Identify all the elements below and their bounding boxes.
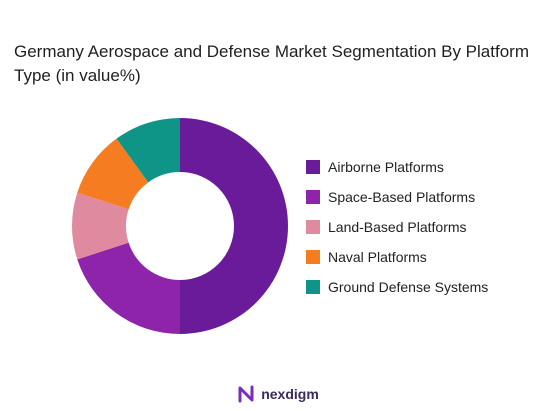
slice-land-based — [72, 192, 129, 260]
legend-swatch-ground-defense — [306, 280, 320, 294]
legend-swatch-airborne — [306, 160, 320, 174]
legend-label-naval: Naval Platforms — [328, 249, 427, 265]
chart-legend: Airborne Platforms Space-Based Platforms… — [306, 152, 546, 302]
legend-item-naval: Naval Platforms — [306, 242, 546, 272]
legend-label-space-based: Space-Based Platforms — [328, 189, 476, 205]
slice-airborne — [180, 118, 288, 334]
donut-chart — [72, 118, 288, 334]
legend-item-airborne: Airborne Platforms — [306, 152, 546, 182]
slice-space-based — [77, 242, 180, 334]
slice-naval — [77, 138, 149, 210]
legend-swatch-land-based — [306, 220, 320, 234]
legend-label-land-based: Land-Based Platforms — [328, 219, 467, 235]
legend-item-land-based: Land-Based Platforms — [306, 212, 546, 242]
legend-label-ground-defense: Ground Defense Systems — [328, 279, 489, 295]
legend-label-airborne: Airborne Platforms — [328, 159, 444, 175]
brand-footer: nexdigm — [0, 384, 556, 404]
legend-swatch-space-based — [306, 190, 320, 204]
legend-swatch-naval — [306, 250, 320, 264]
slice-ground-defense — [116, 118, 180, 183]
legend-item-ground-defense: Ground Defense Systems — [306, 272, 546, 302]
legend-item-space-based: Space-Based Platforms — [306, 182, 546, 212]
chart-title: Germany Aerospace and Defense Market Seg… — [14, 42, 529, 85]
brand-name: nexdigm — [261, 386, 319, 402]
nexdigm-logo-icon — [238, 385, 254, 403]
